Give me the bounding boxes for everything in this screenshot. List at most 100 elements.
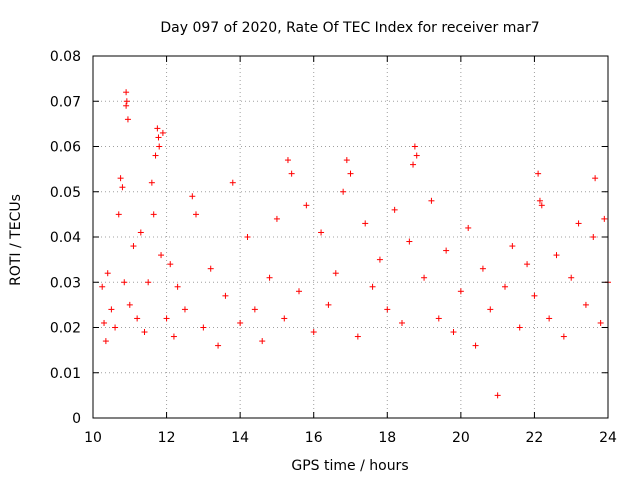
data-point <box>553 252 560 259</box>
data-point <box>123 89 130 96</box>
data-point <box>435 315 442 322</box>
data-point <box>112 324 119 331</box>
data-point <box>538 202 545 209</box>
data-point <box>376 256 383 263</box>
data-point <box>156 143 163 150</box>
data-point <box>117 175 124 182</box>
y-tick-label: 0.07 <box>50 94 81 110</box>
data-point <box>207 265 214 272</box>
data-point <box>174 283 181 290</box>
data-point <box>582 301 589 308</box>
data-point <box>154 125 161 132</box>
y-tick-label: 0.04 <box>50 230 81 246</box>
plot-frame <box>92 55 609 419</box>
data-point <box>472 342 479 349</box>
x-tick-label: 18 <box>378 430 396 446</box>
data-point <box>155 134 162 141</box>
data-point <box>141 329 148 336</box>
data-point <box>244 234 251 240</box>
data-point <box>130 243 137 250</box>
x-tick-label: 22 <box>526 430 544 446</box>
data-point <box>601 215 608 222</box>
data-point <box>193 211 199 218</box>
data-point <box>590 234 597 240</box>
data-point <box>181 306 188 313</box>
y-tick-label: 0.01 <box>50 366 81 382</box>
data-point <box>251 306 258 313</box>
data-point <box>137 229 144 236</box>
data-point <box>126 301 133 308</box>
data-point <box>536 197 543 204</box>
data-point <box>354 333 361 340</box>
data-point <box>215 342 222 349</box>
data-point <box>104 270 111 277</box>
x-tick-label: 14 <box>231 430 249 446</box>
chart-title: Day 097 of 2020, Rate Of TEC Index for r… <box>160 20 539 36</box>
data-point <box>310 329 317 336</box>
data-point <box>479 265 486 272</box>
data-point <box>410 161 417 168</box>
data-point <box>123 98 130 105</box>
data-point <box>145 279 152 286</box>
data-point <box>167 261 174 268</box>
data-point <box>134 315 141 322</box>
x-tick-label: 20 <box>452 430 470 446</box>
axis-ticks: 10 12 14 16 18 20 22 24 0 0.01 0.02 0.03 0.04 0.05 0.0… <box>50 49 617 446</box>
data-point <box>531 292 538 299</box>
x-tick-label: 12 <box>158 430 176 446</box>
data-point <box>123 102 130 109</box>
data-point <box>303 202 310 209</box>
data-point <box>465 224 472 231</box>
data-point <box>266 274 273 281</box>
data-point <box>158 252 165 259</box>
data-point <box>148 179 155 186</box>
data-point <box>318 229 325 236</box>
data-point <box>592 175 599 182</box>
data-point <box>259 338 266 345</box>
y-tick-label: 0.03 <box>50 275 81 291</box>
y-tick-label: 0 <box>72 411 81 427</box>
data-point <box>369 283 376 290</box>
data-point <box>399 319 405 326</box>
data-point <box>575 220 582 227</box>
y-tick-label: 0.02 <box>50 321 81 337</box>
y-tick-label: 0.06 <box>50 140 81 156</box>
data-point <box>150 211 157 218</box>
data-point <box>281 315 288 322</box>
data-point <box>428 197 435 204</box>
data-point <box>502 283 508 290</box>
x-tick-label: 10 <box>84 430 102 446</box>
data-point <box>450 329 457 336</box>
data-point <box>421 274 428 281</box>
data-point <box>273 215 280 222</box>
data-point <box>413 152 420 159</box>
data-point <box>546 315 553 322</box>
data-point <box>189 193 196 200</box>
x-axis-label: GPS time / hours <box>291 458 408 474</box>
data-point <box>535 170 542 177</box>
data-point <box>237 319 244 326</box>
data-point <box>325 301 332 308</box>
data-point <box>332 270 339 277</box>
data-point <box>443 247 450 254</box>
data-point <box>102 338 109 345</box>
data-point <box>384 306 391 313</box>
data-point <box>516 324 523 331</box>
data-point <box>163 315 170 322</box>
data-point <box>411 143 418 150</box>
data-point <box>391 206 398 213</box>
data-point <box>494 392 501 399</box>
data-point <box>560 333 567 340</box>
data-point <box>101 319 108 326</box>
data-point <box>159 129 166 136</box>
data-point <box>296 288 302 295</box>
data-point <box>487 306 494 313</box>
y-axis-label: ROTI / TECUs <box>8 194 24 286</box>
data-point <box>119 184 126 191</box>
grid <box>93 56 608 418</box>
data-point <box>343 157 350 164</box>
data-point <box>597 319 604 326</box>
data-point <box>121 279 128 286</box>
data-point <box>340 188 347 195</box>
data-point <box>222 292 229 299</box>
